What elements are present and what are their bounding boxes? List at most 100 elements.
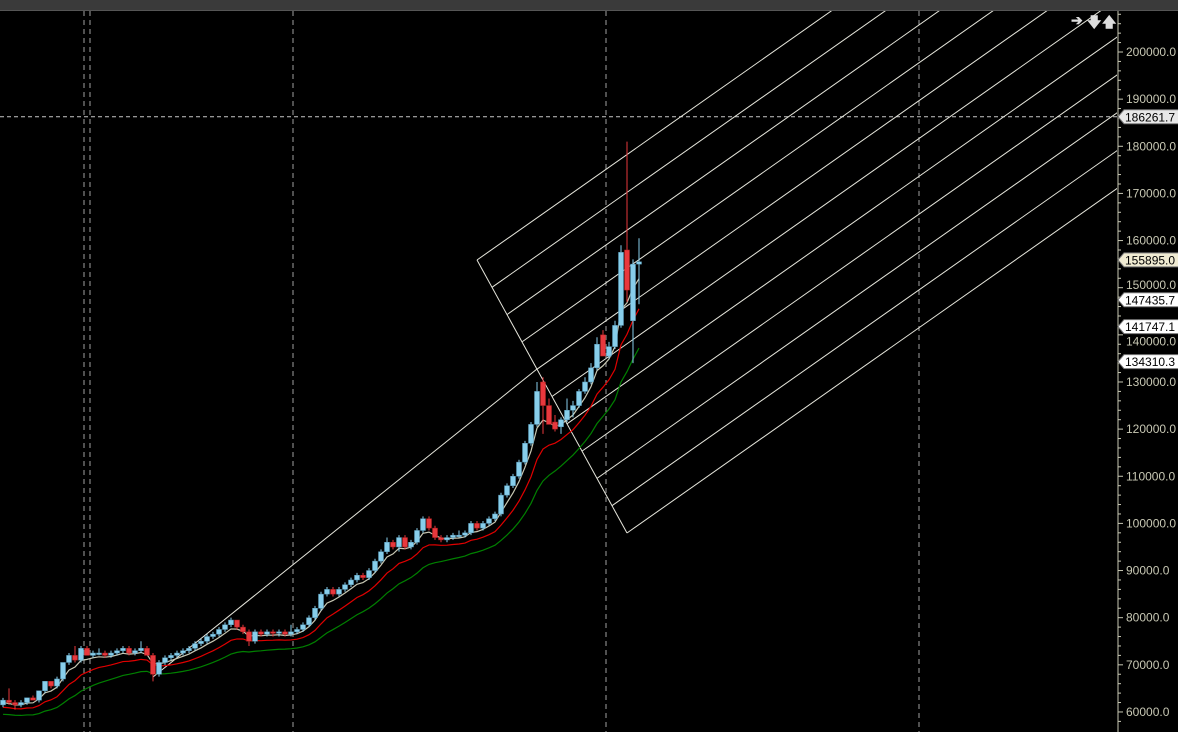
bullish-candle (324, 587, 330, 597)
candle-body (306, 617, 312, 626)
candle-body (30, 697, 36, 701)
candle-body (186, 648, 192, 651)
candle-body (420, 518, 426, 531)
bearish-candle (402, 535, 408, 550)
candle-body (630, 263, 636, 321)
bullish-candle (588, 363, 594, 385)
ma-fast-line (2, 278, 640, 706)
candle-body (114, 650, 120, 654)
candle-body (216, 629, 222, 635)
bullish-candle (138, 641, 144, 654)
arrow-right-icon[interactable]: ➔ (1071, 12, 1083, 28)
bullish-candle (492, 511, 498, 522)
bullish-candle (288, 624, 294, 637)
candle-body (276, 631, 282, 634)
bullish-candle (504, 483, 510, 498)
candle-body (564, 410, 570, 420)
candle-body (360, 575, 366, 578)
arrow-up-icon[interactable]: 🡅 (1102, 14, 1117, 30)
channel-line (491, 11, 886, 288)
candle-body (582, 381, 588, 392)
candle-body (42, 681, 48, 691)
bullish-candle (180, 648, 186, 656)
candle-body (126, 648, 132, 654)
candle-body (72, 655, 78, 661)
channel-line (626, 187, 1117, 534)
bearish-candle (150, 653, 156, 682)
bullish-candle (306, 615, 312, 628)
bullish-candle (582, 377, 588, 394)
price-label-ma: 141747.1 (1117, 319, 1178, 334)
arrow-down-icon[interactable]: 🡇 (1087, 14, 1102, 30)
candle-body (222, 624, 228, 630)
candle-body (444, 537, 450, 541)
candle-body (396, 537, 402, 548)
y-tick-label: 130000.0 (1126, 375, 1176, 389)
candle-body (318, 593, 324, 609)
candle-body (612, 325, 618, 347)
bearish-candle (552, 414, 558, 432)
ma-slow-line (2, 347, 640, 717)
bullish-candle (264, 629, 270, 637)
candle-body (120, 648, 126, 651)
bearish-candle (12, 700, 18, 710)
candle-body (12, 702, 18, 706)
candle-body (66, 655, 72, 663)
candle-body (240, 626, 246, 633)
bullish-candle (444, 535, 450, 543)
y-tick-label: 190000.0 (1126, 92, 1176, 106)
candle-body (156, 662, 162, 675)
bearish-candle (144, 645, 150, 656)
bullish-candle (222, 622, 228, 632)
candle-body (60, 662, 66, 680)
candle-body (450, 534, 456, 538)
bullish-candle (414, 528, 420, 545)
bullish-candle (198, 638, 204, 646)
y-tick-label: 150000.0 (1126, 278, 1176, 292)
candle-body (174, 652, 180, 656)
candle-body (162, 657, 168, 663)
channel-line (611, 150, 1117, 507)
candle-body (48, 681, 54, 687)
bearish-candle (390, 539, 396, 550)
bullish-candle (18, 700, 24, 708)
bearish-candle (600, 330, 606, 357)
candle-body (426, 518, 432, 529)
price-label-tag (1117, 252, 1178, 268)
bullish-candle (570, 400, 576, 418)
candle-body (36, 690, 42, 701)
candle-body (78, 648, 84, 661)
y-tick-label: 100000.0 (1126, 516, 1176, 530)
bullish-candle (498, 492, 504, 517)
y-tick-label: 70000.0 (1126, 658, 1170, 672)
candle-body (300, 624, 306, 630)
candle-body (324, 589, 330, 595)
candle-body (516, 461, 522, 477)
candle-body (354, 575, 360, 581)
candle-body (6, 699, 12, 703)
candle-body (252, 631, 258, 642)
candle-body (486, 518, 492, 524)
bearish-candle (72, 645, 78, 663)
window-title-bar (0, 0, 1178, 11)
price-label-tag (1117, 292, 1178, 308)
candle-body (90, 652, 96, 656)
candle-body (552, 421, 558, 430)
channel-line (551, 11, 1102, 397)
candle-body (378, 551, 384, 562)
candle-body (96, 652, 102, 655)
candle-body (54, 678, 60, 687)
candle-body (234, 619, 240, 628)
y-tick-label: 120000.0 (1126, 422, 1176, 436)
bullish-candle (216, 627, 222, 637)
bullish-candle (300, 622, 306, 632)
candle-body (312, 608, 318, 618)
bullish-candle (384, 537, 390, 555)
bearish-candle (240, 624, 246, 635)
candle-body (198, 641, 204, 644)
candle-body (258, 631, 264, 635)
candle-body (24, 697, 30, 703)
y-tick-label: 160000.0 (1126, 234, 1176, 248)
price-label-text: 186261.7 (1125, 110, 1175, 124)
